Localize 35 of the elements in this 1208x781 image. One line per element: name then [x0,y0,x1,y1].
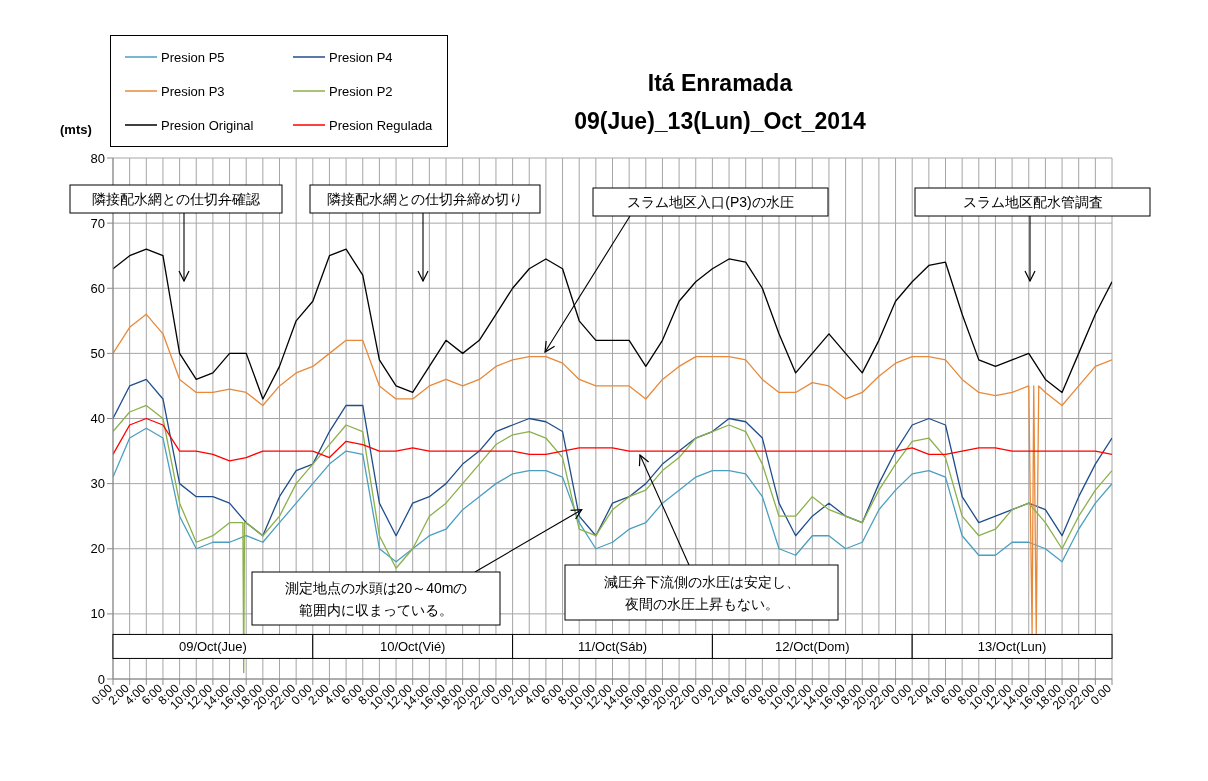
y-tick-label: 50 [90,345,105,361]
legend-label: Presion P4 [329,49,393,65]
y-tick-label: 80 [90,150,105,166]
y-tick-label: 10 [90,606,105,622]
annotation: 11/Oct(Sáb) [577,639,648,655]
legend-label: Presion Regulada [329,117,433,133]
y-tick-label: 30 [90,476,105,492]
annotation: スラム地区配水管調査 [962,194,1103,210]
annotation: 10/Oct(Vié) [379,639,446,655]
annotation: スラム地区入口(P3)の水圧 [627,194,794,210]
y-tick-label: 0 [97,671,105,687]
chart-subtitle: 09(Jue)_13(Lun)_Oct_2014 [573,108,867,135]
annotation: 13/Oct(Lun) [977,639,1047,655]
annotation: 隣接配水網との仕切弁確認 [92,191,260,207]
legend-label: Presion P5 [161,49,225,65]
legend-label: Presion P2 [329,83,393,99]
annotation: 減圧弁下流側の水圧は安定し、夜間の水圧上昇もない。 [603,573,800,612]
line-series [113,248,1112,400]
line-series [113,417,1112,462]
annotation: 測定地点の水頭は20～40mの範囲内に収まっている。 [284,579,468,618]
annotation: 隣接配水網との仕切弁締め切り [327,191,523,207]
legend-label: Presion P3 [161,83,225,99]
legend-label: Presion Original [161,117,254,133]
line-series [113,378,1112,537]
annotation: 09/Oct(Jue) [178,639,247,655]
annotation: 12/Oct(Dom) [775,639,850,655]
line-series [113,404,1112,674]
line-series [113,427,1112,563]
y-tick-label: 20 [90,541,105,557]
y-axis-title: (mts) [60,122,92,137]
line-series [113,313,1112,635]
y-tick-label: 70 [90,215,105,231]
chart-title: Itá Enramada [646,70,794,97]
y-tick-label: 60 [90,280,105,296]
y-tick-label: 40 [90,411,105,427]
